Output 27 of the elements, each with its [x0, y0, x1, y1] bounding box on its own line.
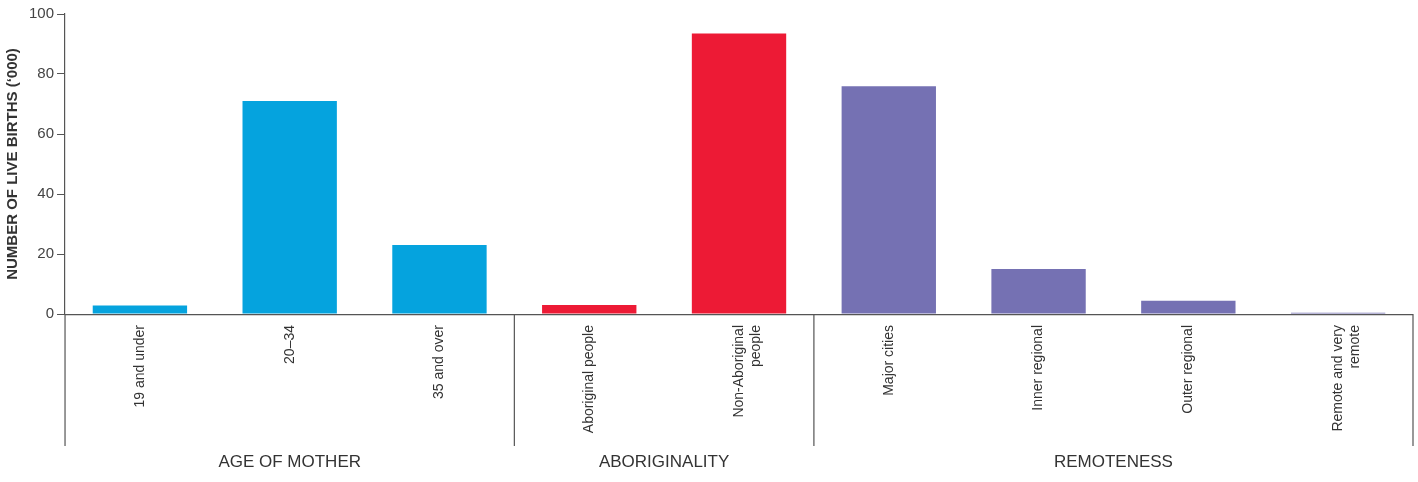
text: AGE OF MOTHER [218, 451, 361, 471]
x-tick-label: Inner regional [1029, 325, 1046, 411]
bar [991, 269, 1086, 314]
bar [841, 86, 936, 314]
bar [542, 305, 637, 314]
x-tick-label: 19 and under [130, 324, 147, 408]
bar [1141, 300, 1236, 314]
y-tick-label: 80 [37, 64, 55, 82]
x-tick-label: Major cities [879, 325, 896, 396]
y-tick-label: 0 [45, 304, 55, 322]
x-tick-label: 35 and over [430, 324, 447, 399]
x-tick-label: Outer regional [1179, 325, 1196, 414]
y-tick-label: 100 [29, 4, 55, 22]
x-tick-label: 20–34 [280, 324, 297, 364]
y-tick-label: 20 [37, 244, 55, 262]
text: ABORIGINALITY [598, 451, 730, 471]
text: REMOTENESS [1053, 451, 1173, 471]
bar [392, 245, 487, 314]
y-axis-title: NUMBER OF LIVE BIRTHS (‘000) [3, 48, 21, 280]
bar [92, 305, 188, 314]
y-tick-label: 40 [37, 184, 55, 202]
x-tick-label: Aboriginal people [580, 324, 597, 434]
bar [691, 33, 787, 314]
x-tick-label: Non-Aboriginal people [729, 324, 763, 418]
x-tick-label: Remote and very remote [1328, 324, 1362, 432]
y-tick-label: 60 [37, 124, 55, 142]
bar [242, 101, 337, 314]
